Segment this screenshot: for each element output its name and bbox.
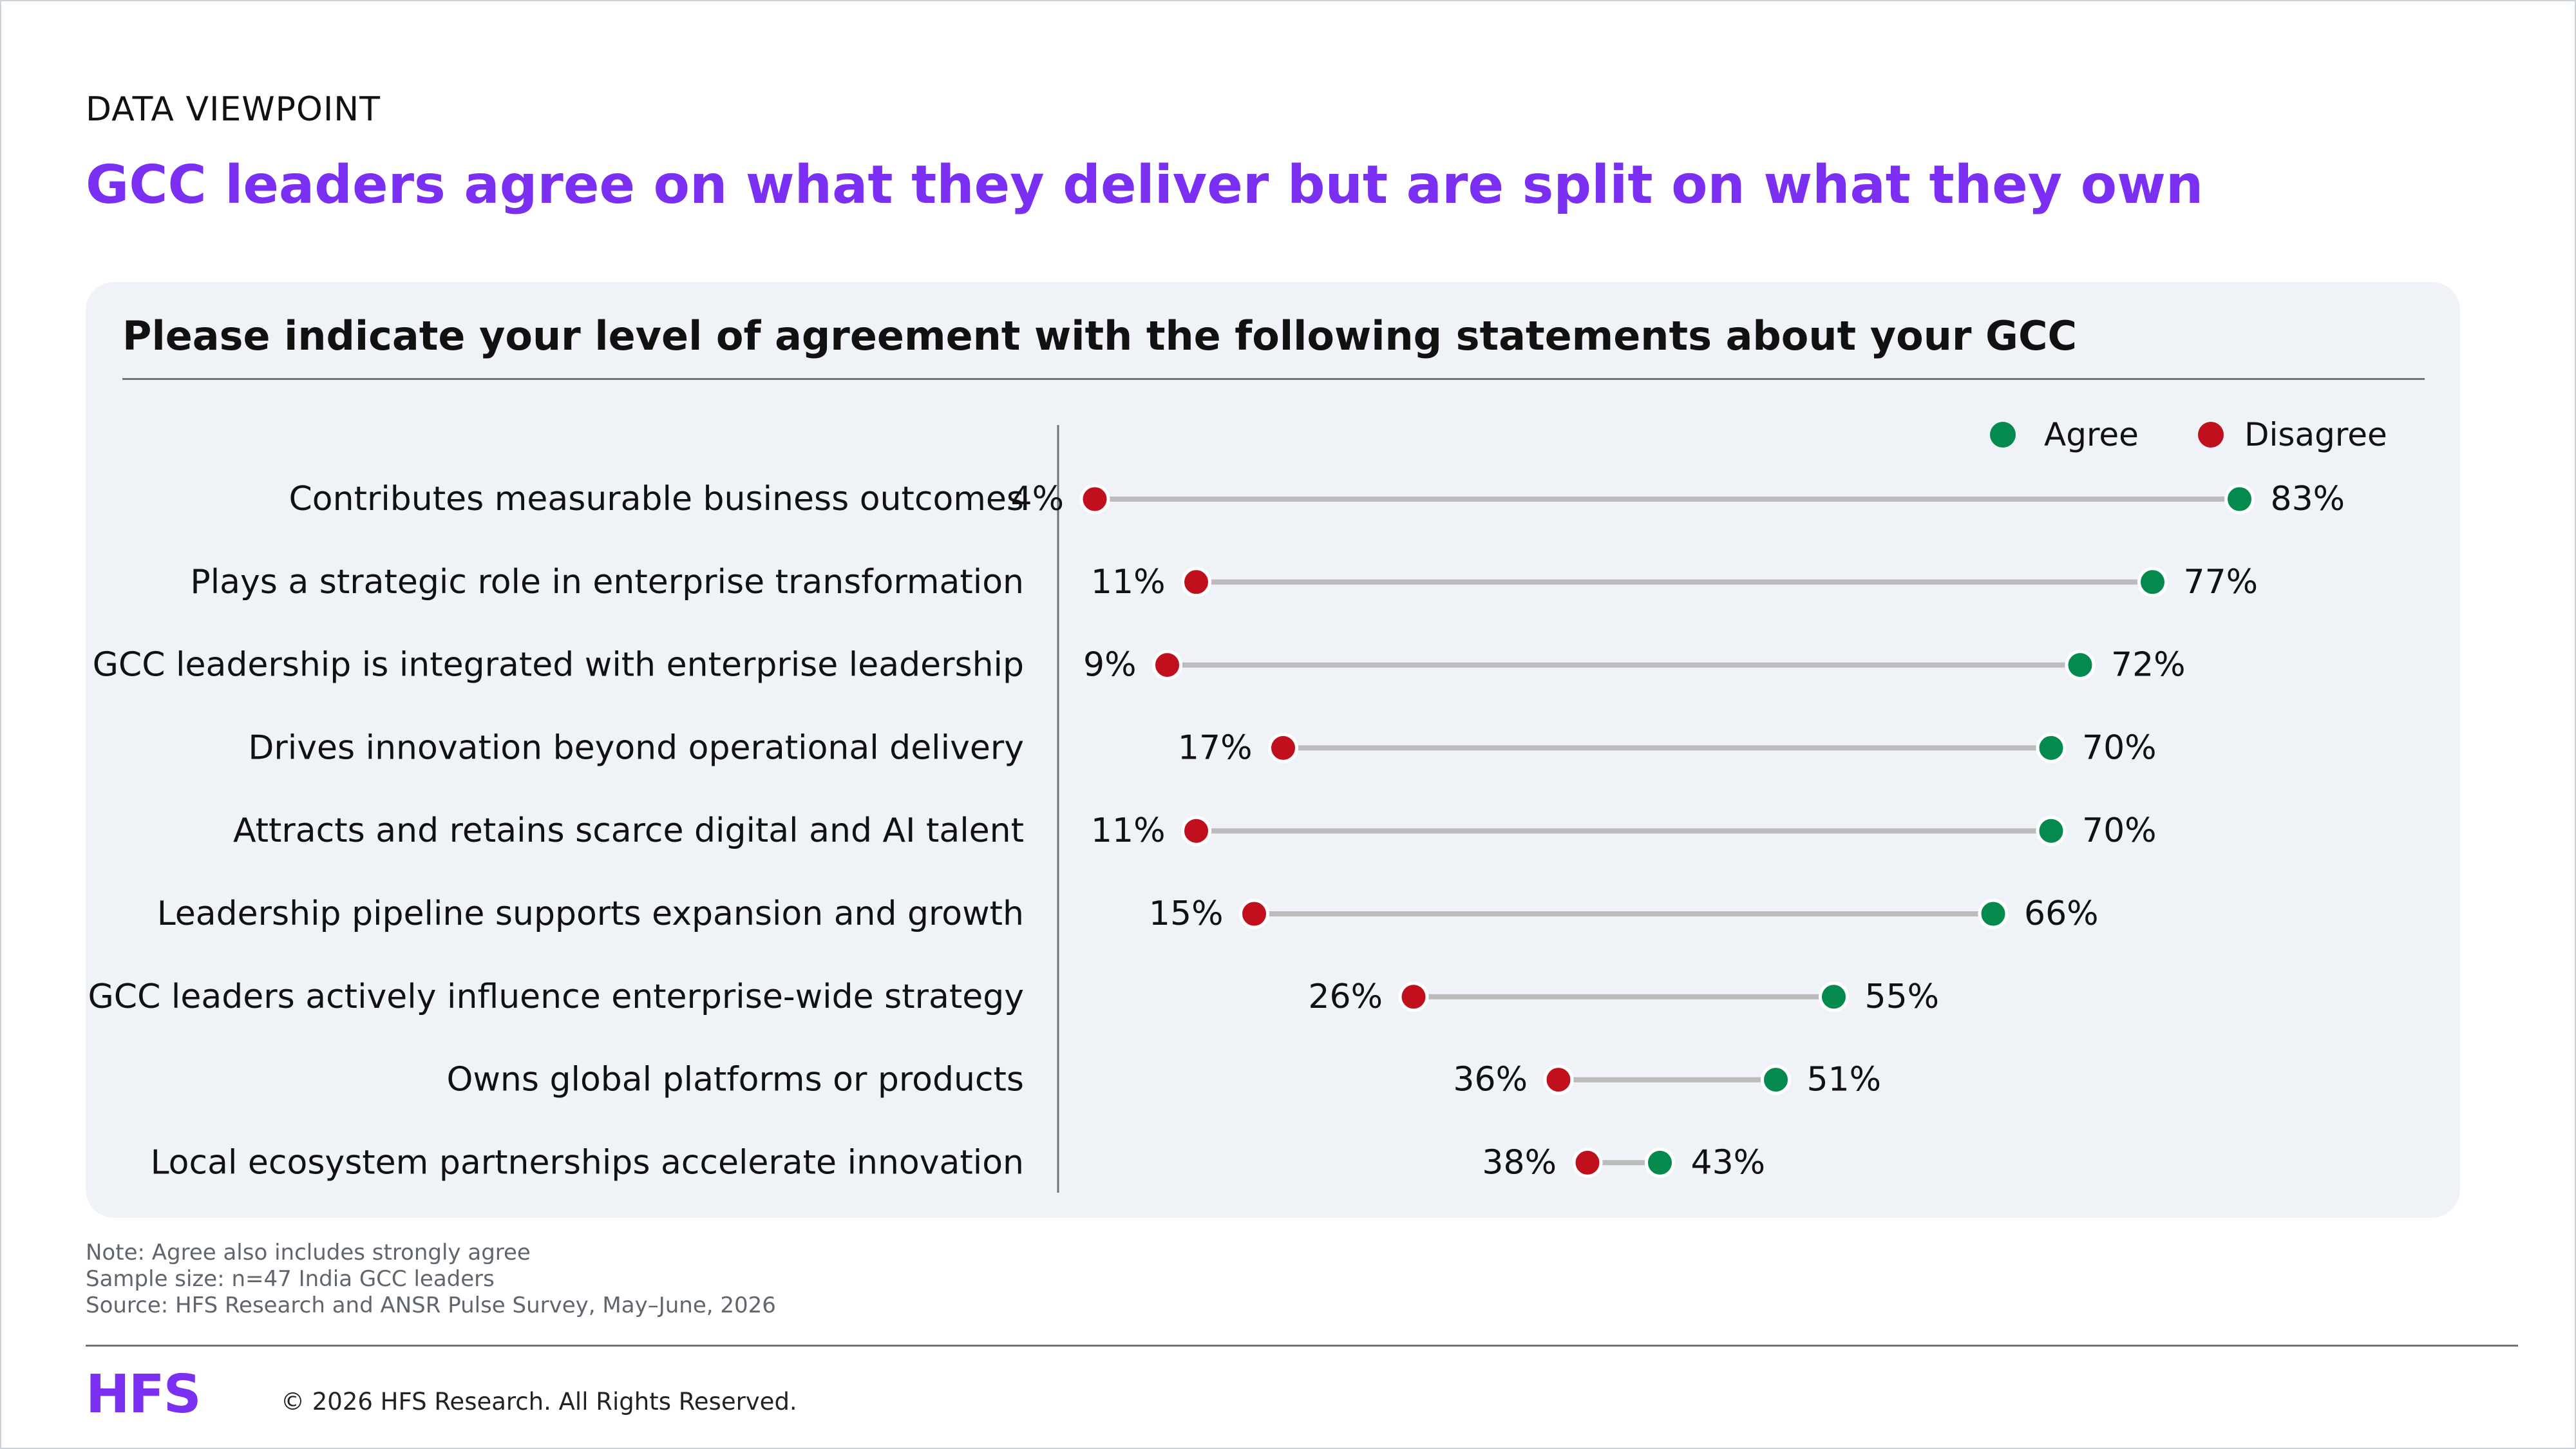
disagree-value-label: 26% <box>1308 978 1383 1016</box>
disagree-value-label: 4% <box>1011 480 1065 518</box>
agree-point <box>1645 1147 1675 1178</box>
chart-row: Owns global platforms or products 36% 51% <box>446 1061 1881 1099</box>
agree-point <box>2036 732 2067 763</box>
agree-value-label: 77% <box>2184 563 2259 601</box>
disagree-value-label: 11% <box>1091 563 1166 601</box>
agree-point <box>2036 815 2067 846</box>
source-line: Source: HFS Research and ANSR Pulse Surv… <box>86 1293 776 1318</box>
agree-dot-icon <box>1990 422 2016 448</box>
agree-value-label: 70% <box>2082 728 2157 767</box>
disagree-point <box>1181 567 1211 598</box>
chart-row: Contributes measurable business outcomes… <box>289 480 2345 518</box>
agree-value-label: 72% <box>2111 646 2186 685</box>
category-label: Plays a strategic role in enterprise tra… <box>190 563 1024 601</box>
eyebrow-label: DATA VIEWPOINT <box>86 90 381 129</box>
legend-label-agree: Agree <box>2044 416 2139 453</box>
title-divider <box>122 378 2425 380</box>
disagree-value-label: 36% <box>1453 1061 1528 1099</box>
category-label: Leadership pipeline supports expansion a… <box>157 895 1024 933</box>
page-title: GCC leaders agree on what they deliver b… <box>86 155 2204 216</box>
agree-value-label: 83% <box>2271 480 2345 518</box>
category-label: GCC leaders actively influence enterpris… <box>88 978 1024 1016</box>
agree-point <box>1978 898 2009 929</box>
hfs-logo: HFS <box>86 1364 202 1425</box>
legend-item-agree: Agree <box>1990 412 2139 457</box>
agree-point <box>1761 1065 1791 1095</box>
disagree-point <box>1543 1065 1574 1095</box>
agree-point <box>2137 567 2168 598</box>
disagree-point <box>1572 1147 1603 1178</box>
notes-block: Note: Agree also includes strongly agree… <box>86 1240 776 1319</box>
agree-point <box>2224 484 2255 515</box>
disagree-value-label: 15% <box>1149 895 1224 933</box>
chart-row: GCC leadership is integrated with enterp… <box>93 646 2186 685</box>
legend-item-disagree: Disagree <box>2198 412 2387 457</box>
agree-value-label: 70% <box>2082 811 2157 850</box>
category-label: Drives innovation beyond operational del… <box>248 728 1024 767</box>
agree-value-label: 55% <box>1865 978 1940 1016</box>
disagree-point <box>1079 484 1110 515</box>
legend-label-disagree: Disagree <box>2244 416 2387 453</box>
disagree-value-label: 11% <box>1091 811 1166 850</box>
category-label: Local ecosystem partnerships accelerate … <box>151 1143 1024 1182</box>
chart-row: Drives innovation beyond operational del… <box>248 728 2156 767</box>
disagree-point <box>1152 650 1182 681</box>
footer-divider <box>86 1345 2518 1347</box>
disagree-value-label: 38% <box>1482 1143 1557 1182</box>
disagree-value-label: 17% <box>1178 728 1253 767</box>
note-line: Note: Agree also includes strongly agree <box>86 1240 531 1265</box>
chart-row: Leadership pipeline supports expansion a… <box>157 895 2099 933</box>
disagree-point <box>1181 815 1211 846</box>
disagree-point <box>1398 981 1429 1012</box>
chart-title: Please indicate your level of agreement … <box>122 312 2077 359</box>
chart-row: Local ecosystem partnerships accelerate … <box>151 1143 1765 1182</box>
sample-size-line: Sample size: n=47 India GCC leaders <box>86 1266 495 1292</box>
disagree-point <box>1268 732 1298 763</box>
category-label: Attracts and retains scarce digital and … <box>233 811 1024 850</box>
chart-row: Attracts and retains scarce digital and … <box>233 811 2157 850</box>
agree-value-label: 51% <box>1807 1061 1882 1099</box>
disagree-dot-icon <box>2198 422 2224 448</box>
chart-row: GCC leaders actively influence enterpris… <box>88 978 1939 1016</box>
copyright-text: © 2026 HFS Research. All Rights Reserved… <box>281 1388 797 1416</box>
agree-value-label: 43% <box>1691 1143 1766 1182</box>
chart-row: Plays a strategic role in enterprise tra… <box>190 563 2258 601</box>
category-label: GCC leadership is integrated with enterp… <box>93 646 1024 685</box>
agree-point <box>1819 981 1849 1012</box>
category-label: Owns global platforms or products <box>446 1061 1024 1099</box>
disagree-value-label: 9% <box>1083 646 1137 685</box>
category-label: Contributes measurable business outcomes <box>289 480 1024 518</box>
agree-point <box>2065 650 2096 681</box>
agree-value-label: 66% <box>2024 895 2099 933</box>
disagree-point <box>1239 898 1269 929</box>
